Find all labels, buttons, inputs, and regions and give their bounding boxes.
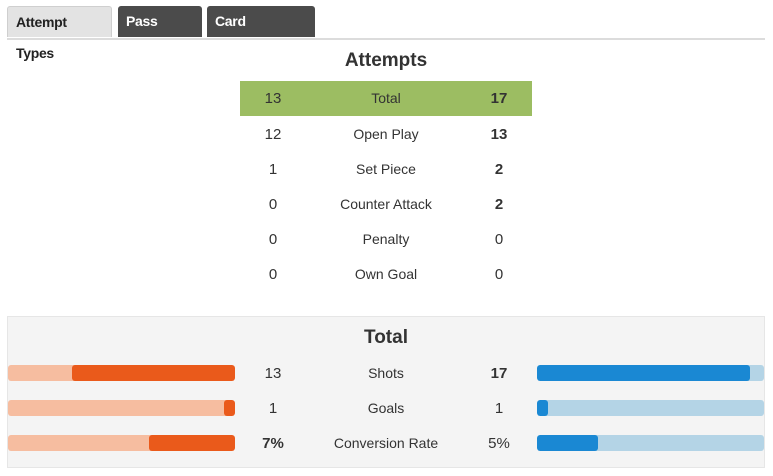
away-value: 13 <box>490 126 508 143</box>
total-row-shots: 13 Shots 17 <box>0 356 773 391</box>
away-value: 2 <box>494 161 504 178</box>
away-value: 1 <box>494 400 504 417</box>
away-value: 2 <box>494 196 504 213</box>
attempts-row-own-goal: 0 Own Goal 0 <box>240 257 532 292</box>
home-bar-fill <box>223 400 235 416</box>
away-value: 0 <box>494 231 504 248</box>
home-value: 1 <box>268 400 278 417</box>
away-value: 17 <box>490 90 508 107</box>
home-value: 12 <box>264 126 282 143</box>
home-bar-track <box>8 435 235 451</box>
away-bar-track <box>537 435 764 451</box>
row-label: Open Play <box>353 126 419 142</box>
tab-bar: Attempt Types Pass Types Card Situations <box>7 6 765 61</box>
attempts-title: Attempts <box>344 50 428 71</box>
home-bar-fill <box>148 435 235 451</box>
home-value: 0 <box>268 266 278 283</box>
away-bar-fill <box>537 435 599 451</box>
home-bar-track <box>8 400 235 416</box>
attempts-row-set-piece: 1 Set Piece 2 <box>240 152 532 187</box>
row-label: Goals <box>367 400 405 416</box>
row-label: Counter Attack <box>340 196 432 212</box>
attempts-row-penalty: 0 Penalty 0 <box>240 222 532 257</box>
home-value: 0 <box>268 196 278 213</box>
attempts-row-counter-attack: 0 Counter Attack 2 <box>240 187 532 222</box>
home-bar-track <box>8 365 235 381</box>
away-bar-fill <box>537 400 549 416</box>
attempts-row-open-play: 12 Open Play 13 <box>240 117 532 152</box>
row-label: Shots <box>368 365 404 381</box>
home-value: 13 <box>264 90 282 107</box>
row-label: Set Piece <box>356 161 416 177</box>
row-label: Penalty <box>362 231 410 247</box>
row-label: Total <box>371 90 401 106</box>
row-label: Conversion Rate <box>333 435 439 451</box>
home-value: 13 <box>264 365 282 382</box>
total-row-goals: 1 Goals 1 <box>0 391 773 426</box>
away-bar-track <box>537 400 764 416</box>
away-bar-track <box>537 365 764 381</box>
row-label: Own Goal <box>354 266 418 282</box>
total-row-conversion-rate: 7% Conversion Rate 5% <box>0 426 773 461</box>
total-title: Total <box>364 327 408 348</box>
away-bar-fill <box>537 365 751 381</box>
home-value: 0 <box>268 231 278 248</box>
tab-card-situations[interactable]: Card Situations <box>207 6 315 60</box>
home-bar-fill <box>71 365 235 381</box>
away-value: 0 <box>494 266 504 283</box>
away-value: 5% <box>488 435 510 452</box>
home-value: 7% <box>262 435 284 452</box>
home-value: 1 <box>268 161 278 178</box>
away-value: 17 <box>490 365 508 382</box>
tab-attempt-types[interactable]: Attempt Types <box>7 6 112 61</box>
attempts-row-total: 13 Total 17 <box>240 81 532 116</box>
tab-pass-types[interactable]: Pass Types <box>118 6 202 60</box>
